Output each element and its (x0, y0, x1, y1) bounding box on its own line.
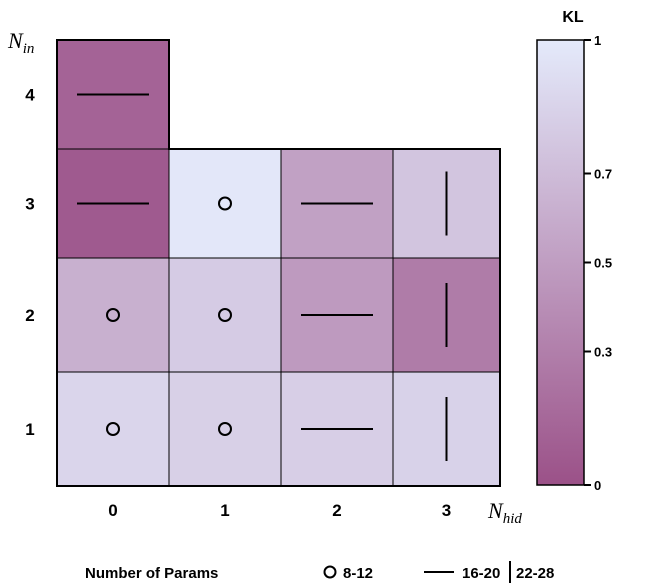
heatmap-cell-x1-y1 (168, 371, 282, 487)
heatmap-cell-x0-y1 (56, 371, 170, 487)
x-tick-label-3: 3 (442, 501, 451, 520)
x-tick-label-0: 0 (108, 501, 117, 520)
y-tick-labels: 1 2 3 4 (25, 86, 35, 440)
legend-label-16-20: 16-20 (462, 565, 500, 582)
colorbar: KL 0 0.3 0.5 0.7 1 (536, 9, 612, 493)
colorbar-tick-label-1: 0.3 (594, 345, 612, 360)
marker-x0-y1 (106, 422, 120, 436)
params-legend: Number of Params 8-12 16-20 22-28 (85, 561, 554, 583)
marker-x1-y1 (218, 422, 232, 436)
heatmap-cell-x1-y2 (168, 257, 282, 373)
marker-x0-y2 (106, 308, 120, 322)
x-tick-labels: 0 1 2 3 (108, 501, 451, 520)
y-tick-label-4: 4 (25, 86, 35, 105)
marker-x1-y2 (218, 308, 232, 322)
y-tick-label-2: 2 (25, 306, 34, 325)
colorbar-title: KL (562, 9, 584, 26)
heatmap-cell-x1-y3 (168, 148, 282, 259)
colorbar-tick-label-2: 0.5 (594, 256, 612, 271)
colorbar-tick-label-4: 1 (594, 33, 601, 48)
legend-circle-marker (323, 565, 337, 579)
heatmap-outline (56, 39, 501, 487)
legend-label-8-12: 8-12 (343, 565, 373, 582)
colorbar-gradient (536, 39, 585, 486)
marker-x1-y3 (218, 196, 232, 211)
legend-title: Number of Params (85, 565, 218, 582)
x-tick-label-2: 2 (332, 501, 341, 520)
heatmap-cells (56, 39, 501, 487)
colorbar-ticks: 0 0.3 0.5 0.7 1 (584, 33, 612, 493)
y-axis-label: Nin (7, 28, 34, 57)
heatmap-cell-x0-y2 (56, 257, 170, 373)
param-markers (77, 93, 448, 461)
legend-label-22-28: 22-28 (516, 565, 554, 582)
x-tick-label-1: 1 (220, 501, 229, 520)
y-tick-label-1: 1 (25, 420, 34, 439)
x-axis-label: Nhid (487, 498, 522, 527)
colorbar-tick-label-0: 0 (594, 478, 601, 493)
y-tick-label-3: 3 (25, 195, 34, 214)
colorbar-tick-label-3: 0.7 (594, 167, 612, 182)
